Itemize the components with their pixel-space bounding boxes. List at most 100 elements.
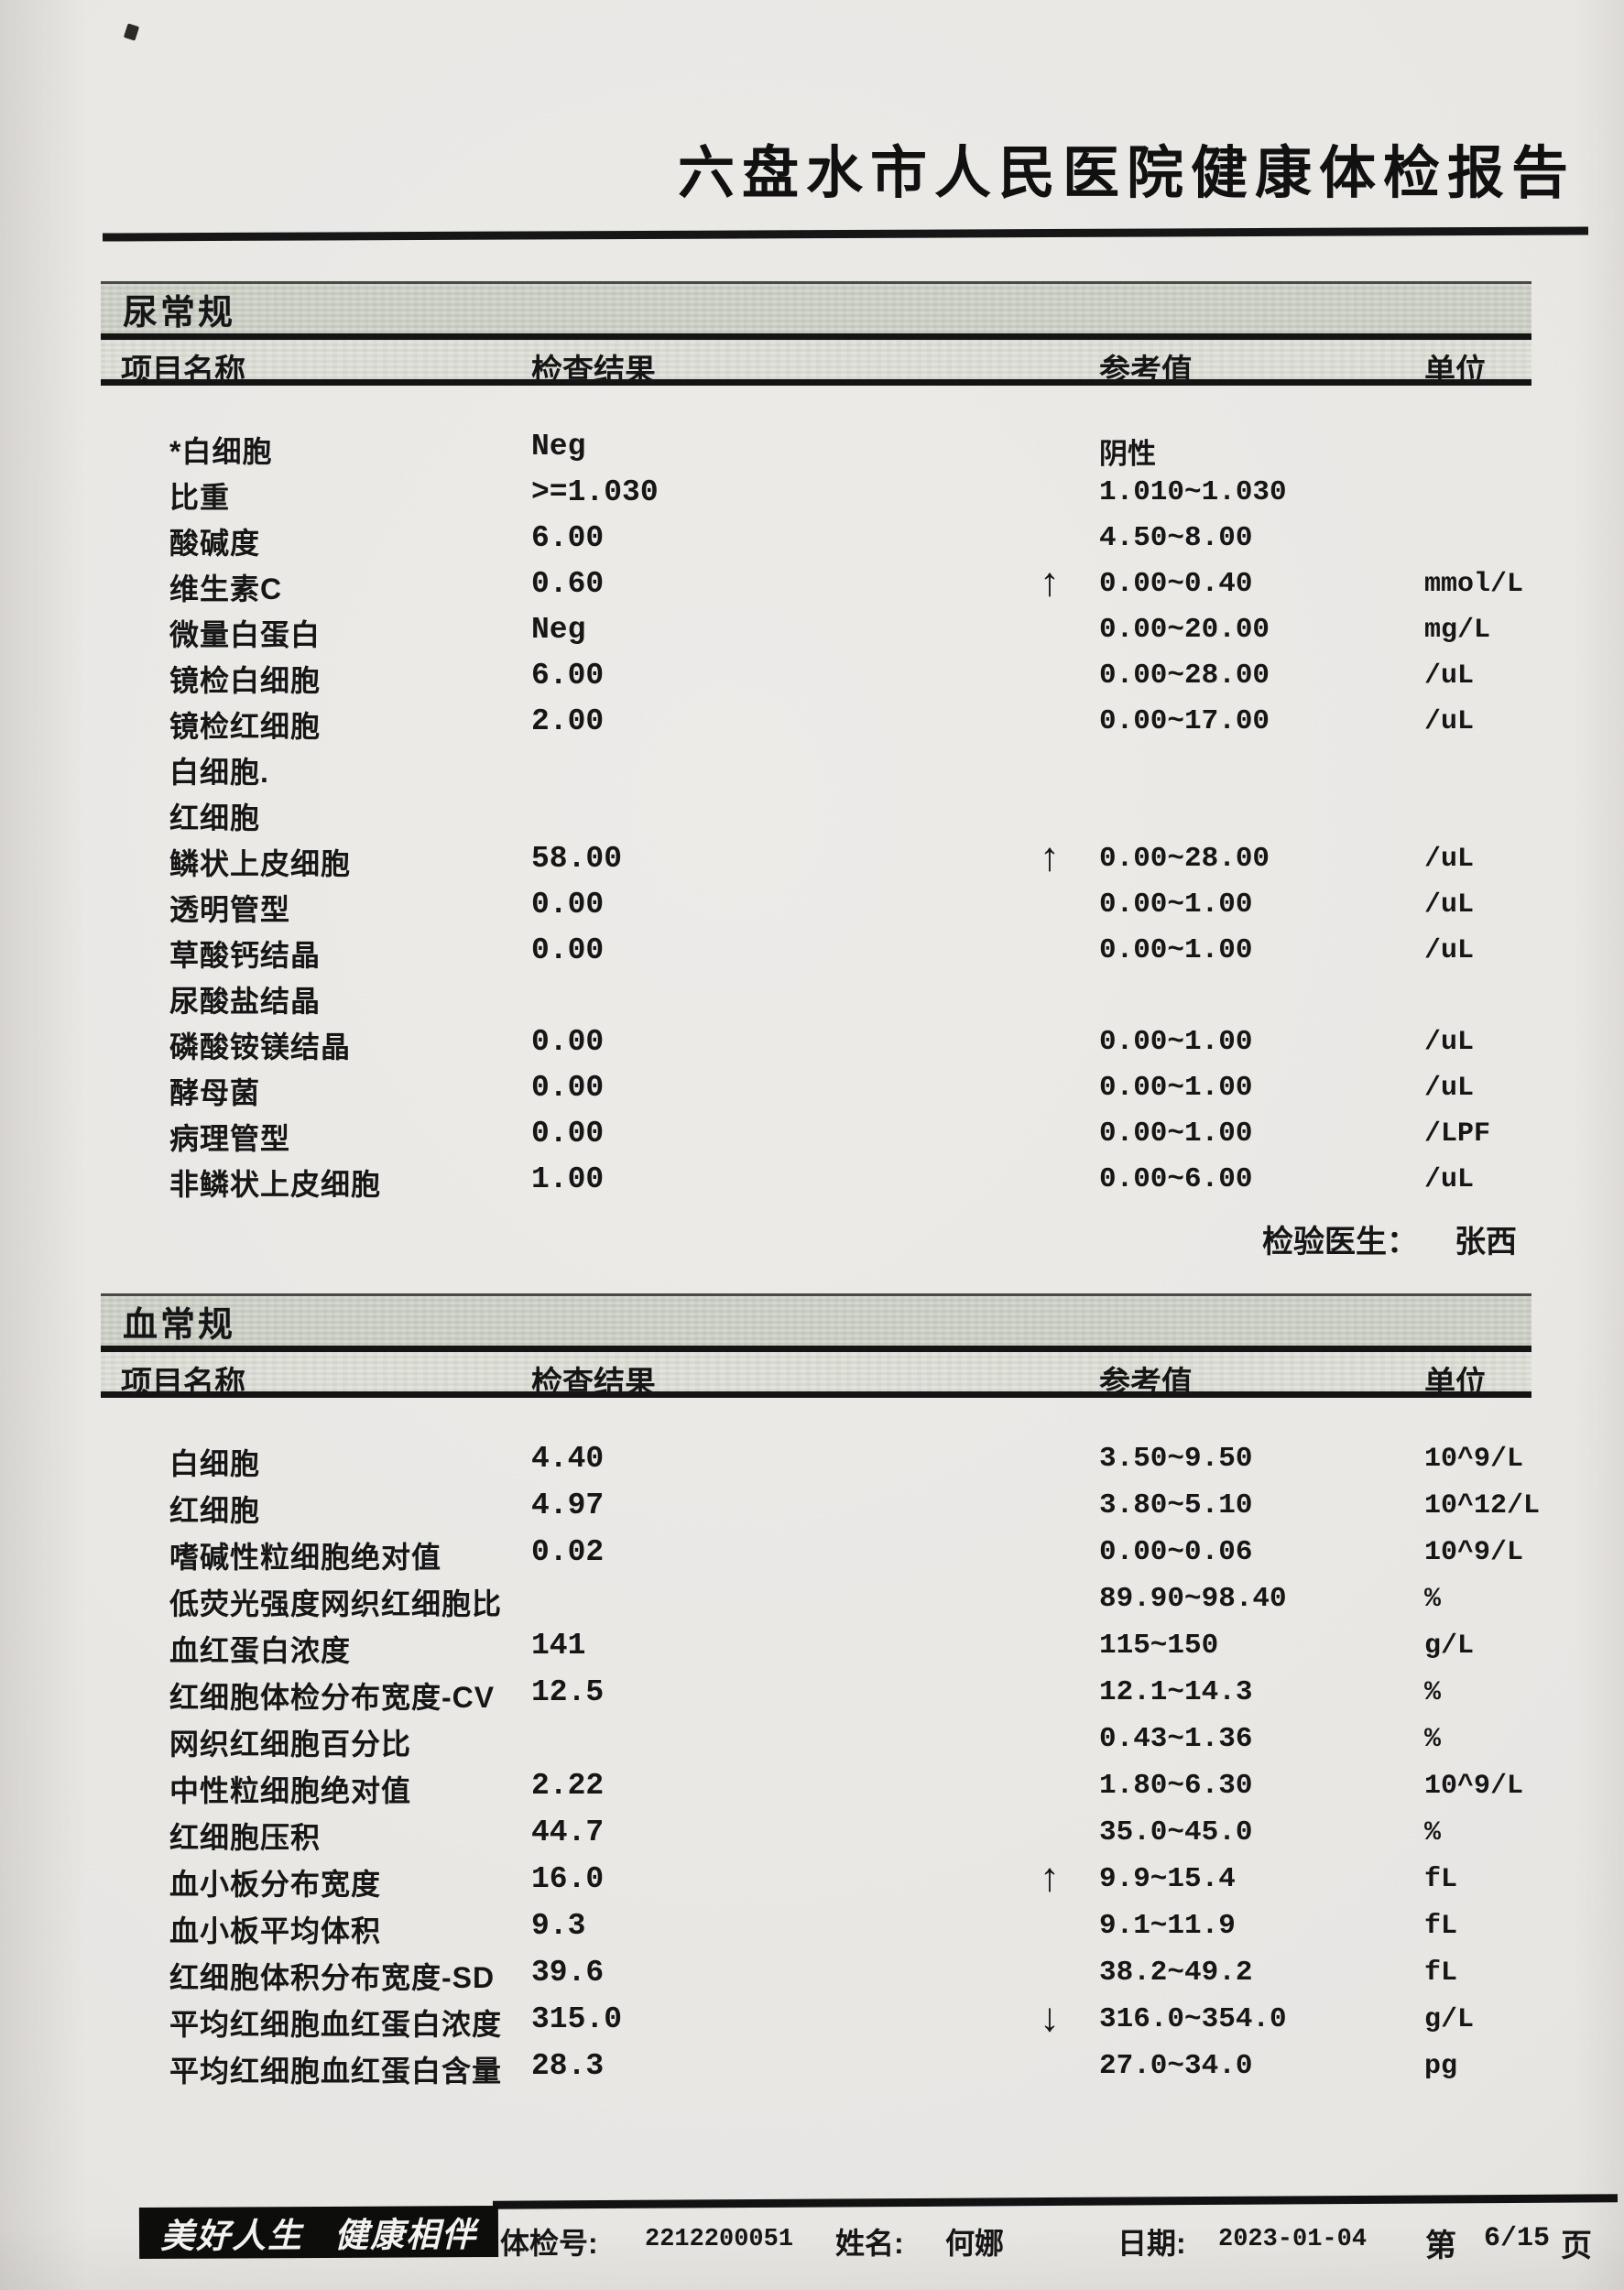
- row-item-name: 红细胞压积: [169, 1821, 322, 1854]
- row-reference: 0.43~1.36: [1099, 1723, 1253, 1755]
- table-row: 红细胞 4.97 3.80~5.10 10^12/L: [101, 1482, 1540, 1529]
- row-item-name: 红细胞: [169, 802, 261, 834]
- table-row: 磷酸铵镁结晶 0.00 0.00~1.00 /uL: [101, 1019, 1531, 1064]
- row-item-name: 血小板分布宽度: [169, 1868, 382, 1901]
- row-result: 0.00: [531, 888, 605, 921]
- table-row: 红细胞体检分布宽度-CV 12.5 12.1~14.3 %: [101, 1669, 1531, 1716]
- row-result: 0.00: [531, 933, 605, 967]
- row-item-name: 平均红细胞血红蛋白浓度: [169, 2008, 503, 2041]
- table-row: 比重 >=1.030 1.010~1.030: [101, 469, 1531, 515]
- row-reference: 3.50~9.50: [1099, 1443, 1253, 1475]
- table-row: 网织红细胞百分比 0.43~1.36 %: [101, 1716, 1531, 1762]
- table-row: 透明管型 0.00 0.00~1.00 /uL: [101, 881, 1531, 927]
- page-number: 6/15: [1484, 2223, 1551, 2254]
- row-unit: 10^12/L: [1424, 1490, 1541, 1521]
- table-row: *白细胞 Neg 阴性: [101, 423, 1531, 473]
- row-item-name: 草酸钙结晶: [169, 939, 322, 972]
- name-value: 何娜: [945, 2227, 1005, 2260]
- row-unit: fL: [1424, 1957, 1458, 1989]
- row-result: 44.7: [531, 1816, 605, 1849]
- row-result: 315.0: [531, 2002, 623, 2036]
- column-header-item: 项目名称: [121, 1366, 245, 1401]
- row-result: 0.00: [531, 1025, 605, 1059]
- row-reference: 12.1~14.3: [1099, 1676, 1253, 1708]
- row-unit: /uL: [1424, 935, 1475, 966]
- row-result: 12.5: [531, 1675, 605, 1709]
- row-unit: %: [1424, 1677, 1442, 1708]
- table-row: 非鳞状上皮细胞 1.00 0.00~6.00 /uL: [101, 1156, 1531, 1202]
- row-item-name: 磷酸铵镁结晶: [169, 1030, 352, 1063]
- row-unit: 10^9/L: [1424, 1537, 1524, 1568]
- urine-column-header-row: 项目名称 检查结果 参考值 单位: [101, 340, 1531, 388]
- row-result: 6.00: [531, 521, 605, 555]
- row-item-name: 红细胞体检分布宽度-CV: [169, 1681, 496, 1714]
- row-item-name: 中性粒细胞绝对值: [169, 1774, 412, 1807]
- row-reference: 0.00~1.00: [1099, 889, 1253, 921]
- row-reference: 0.00~17.00: [1099, 705, 1270, 737]
- page-title: 六盘水市人民医院健康体检报告: [678, 142, 1576, 205]
- section-title-blood: 血常规: [123, 1305, 236, 1345]
- table-row: 红细胞体积分布宽度-SD 39.6 38.2~49.2 fL: [101, 1949, 1531, 1996]
- row-reference: 9.1~11.9: [1099, 1910, 1236, 1942]
- row-result: 0.02: [531, 1535, 605, 1569]
- section-header-urine: 尿常规: [101, 281, 1531, 340]
- table-row: 低荧光强度网织红细胞比 89.90~98.40 %: [101, 1576, 1531, 1622]
- section-urine: 尿常规 项目名称 检查结果 参考值 单位 *白细胞 Neg 阴性 比重 >=1.…: [101, 281, 1531, 1202]
- row-reference: 115~150: [1099, 1630, 1219, 1662]
- row-result: 2.22: [531, 1769, 605, 1803]
- flag-arrow-icon: ↑: [1040, 834, 1060, 879]
- exam-no-label: 体检号:: [500, 2227, 598, 2260]
- row-item-name: 网织红细胞百分比: [169, 1728, 412, 1761]
- row-reference: 3.80~5.10: [1099, 1489, 1253, 1521]
- column-header-unit: 单位: [1424, 1366, 1487, 1401]
- doctor-label: 检验医生：: [1262, 1225, 1418, 1260]
- row-reference: 0.00~1.00: [1099, 1026, 1253, 1058]
- row-item-name: 微量白蛋白: [169, 618, 322, 651]
- page-suffix: 页: [1561, 2229, 1592, 2263]
- row-unit: /uL: [1424, 1073, 1475, 1104]
- table-row: 红细胞压积 44.7 35.0~45.0 %: [101, 1809, 1531, 1856]
- table-row: 镜检白细胞 6.00 0.00~28.00 /uL: [101, 652, 1531, 698]
- row-result: 2.00: [531, 704, 605, 738]
- row-item-name: 维生素C: [169, 572, 283, 605]
- section-header-blood: 血常规: [101, 1293, 1531, 1352]
- urine-rows: *白细胞 Neg 阴性 比重 >=1.030 1.010~1.030 酸碱度 6…: [101, 386, 1531, 1202]
- row-unit: %: [1424, 1724, 1442, 1755]
- row-item-name: 嗜碱性粒细胞绝对值: [169, 1541, 442, 1574]
- row-unit: fL: [1424, 1864, 1458, 1895]
- table-row: 红细胞: [101, 790, 1531, 835]
- doctor-signature-line: 检验医生： 张西: [101, 1216, 1531, 1261]
- table-row: 血小板平均体积 9.3 9.1~11.9 fL: [101, 1903, 1531, 1949]
- row-unit: /LPF: [1424, 1118, 1491, 1150]
- scan-speck: [123, 23, 140, 41]
- row-reference: 0.00~20.00: [1099, 614, 1270, 646]
- row-unit: %: [1424, 1817, 1442, 1848]
- row-result: 141: [531, 1629, 586, 1663]
- row-reference: 35.0~45.0: [1099, 1816, 1253, 1848]
- row-reference: 0.00~0.06: [1099, 1536, 1253, 1568]
- row-unit: %: [1424, 1584, 1442, 1615]
- column-header-item: 项目名称: [121, 354, 245, 388]
- row-unit: pg: [1424, 2051, 1458, 2082]
- table-row: 血红蛋白浓度 141 115~150 g/L: [101, 1622, 1531, 1669]
- row-item-name: 酵母菌: [169, 1076, 261, 1109]
- row-item-name: 平均红细胞血红蛋白含量: [169, 2055, 503, 2088]
- row-item-name: 非鳞状上皮细胞: [169, 1168, 382, 1201]
- row-reference: 0.00~28.00: [1099, 660, 1270, 692]
- row-item-name: 白细胞.: [169, 756, 269, 789]
- table-row: 酵母菌 0.00 0.00~1.00 /uL: [101, 1064, 1531, 1110]
- row-item-name: 血小板平均体积: [169, 1914, 382, 1947]
- table-row: 鳞状上皮细胞 58.00 ↑ 0.00~28.00 /uL: [101, 834, 1531, 881]
- row-result: Neg: [531, 430, 586, 463]
- flag-arrow-icon: ↑: [1040, 560, 1060, 605]
- row-unit: /uL: [1424, 844, 1475, 875]
- row-reference: 9.9~15.4: [1099, 1863, 1236, 1895]
- row-item-name: 比重: [169, 481, 231, 514]
- row-reference: 0.00~1.00: [1099, 1118, 1253, 1150]
- footer-slogan-badge: 美好人生 健康相伴: [138, 2205, 499, 2260]
- row-reference: 0.00~1.00: [1099, 934, 1253, 966]
- row-result: 0.60: [531, 567, 605, 601]
- footer-rule: [492, 2194, 1619, 2209]
- row-result: Neg: [531, 613, 586, 647]
- row-reference: 316.0~354.0: [1099, 2003, 1287, 2035]
